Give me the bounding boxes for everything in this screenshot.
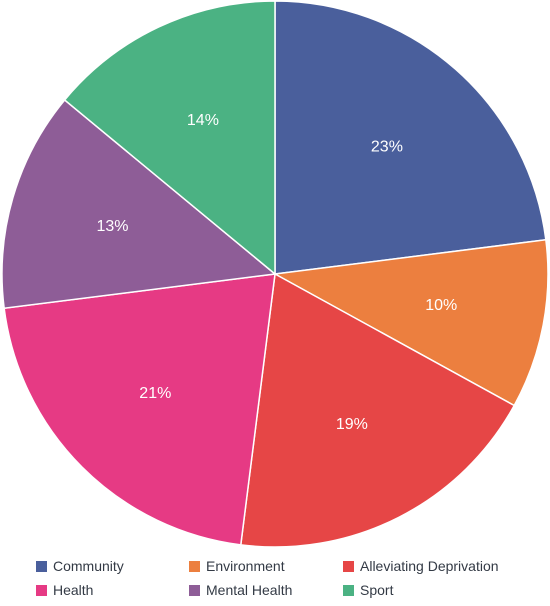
legend-label-community: Community (53, 558, 124, 574)
pie-label-alleviating-deprivation: 19% (336, 416, 368, 433)
legend-label-environment: Environment (206, 558, 285, 574)
pie-slice-mental-health (1, 98, 277, 310)
legend-label-sport: Sport (360, 582, 394, 598)
legend-item-community: Community (36, 558, 124, 574)
pie-slice-environment (272, 238, 549, 407)
chart-legend: Community Environment Alleviating Depriv… (36, 558, 536, 602)
legend-item-mental-health: Mental Health (189, 582, 292, 598)
pie-label-environment: 10% (425, 297, 457, 314)
pie-slice-health (3, 273, 276, 546)
pie-label-sport: 14% (187, 112, 219, 129)
pie-slice-community (274, 0, 547, 275)
pie-label-mental-health: 13% (96, 218, 128, 235)
legend-label-health: Health (53, 582, 94, 598)
legend-swatch-sport (343, 584, 354, 596)
legend-swatch-environment (189, 560, 200, 572)
legend-item-health: Health (36, 582, 93, 598)
pie-label-community: 23% (371, 138, 403, 155)
pie-slice-alleviating-deprivation (239, 272, 516, 548)
legend-swatch-alleviating-deprivation (343, 560, 354, 572)
legend-item-environment: Environment (189, 558, 285, 574)
legend-swatch-health (36, 584, 47, 596)
legend-item-sport: Sport (343, 582, 393, 598)
legend-swatch-community (36, 560, 47, 572)
legend-label-mental-health: Mental Health (206, 582, 293, 598)
legend-swatch-mental-health (189, 584, 200, 596)
legend-label-alleviating-deprivation: Alleviating Deprivation (360, 558, 499, 574)
pie-label-health: 21% (139, 385, 171, 402)
legend-item-alleviating-deprivation: Alleviating Deprivation (343, 558, 499, 574)
pie-slice-sport (63, 0, 276, 276)
